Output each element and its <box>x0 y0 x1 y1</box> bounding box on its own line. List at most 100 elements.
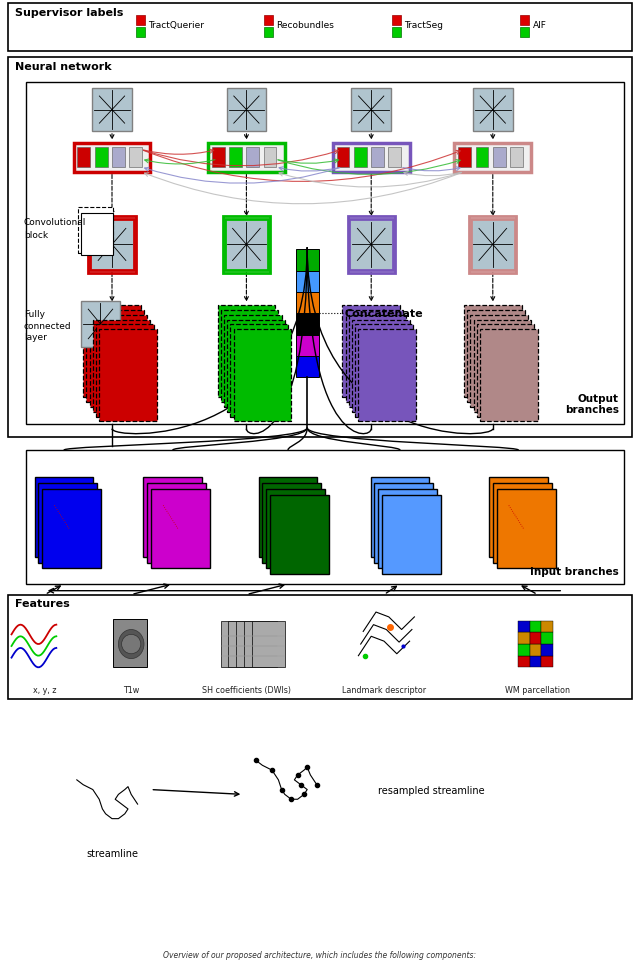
Bar <box>530 633 541 644</box>
Bar <box>510 148 523 169</box>
Bar <box>270 495 329 575</box>
Bar <box>296 271 319 293</box>
Bar <box>349 220 393 270</box>
Text: Convolutional: Convolutional <box>24 218 86 227</box>
Bar <box>136 16 145 26</box>
Bar <box>346 311 403 403</box>
Bar <box>497 489 556 569</box>
Bar <box>337 148 349 169</box>
Bar <box>26 451 624 584</box>
Text: streamline: streamline <box>86 848 138 858</box>
Ellipse shape <box>118 630 144 659</box>
Bar <box>374 484 433 563</box>
Bar <box>113 619 147 668</box>
Text: Features: Features <box>15 599 70 609</box>
Bar <box>348 217 395 273</box>
Bar <box>8 58 632 438</box>
Bar <box>378 489 437 569</box>
Bar <box>229 148 242 169</box>
Bar <box>147 484 206 563</box>
Bar <box>8 595 632 700</box>
Text: TractSeg: TractSeg <box>404 20 444 30</box>
Bar <box>388 148 401 169</box>
Bar <box>221 621 254 668</box>
Text: WM parcellation: WM parcellation <box>505 686 570 695</box>
Bar <box>262 484 321 563</box>
Bar <box>81 214 113 256</box>
Text: connected: connected <box>24 322 71 330</box>
Bar <box>259 478 317 557</box>
Bar <box>136 28 145 38</box>
Bar <box>228 621 262 668</box>
Text: Overview of our proposed architecture, which includes the following components:: Overview of our proposed architecture, w… <box>163 951 477 959</box>
Bar <box>520 16 529 26</box>
Bar <box>252 621 285 668</box>
Bar <box>264 148 276 169</box>
Text: Concatenate: Concatenate <box>344 309 423 319</box>
Bar <box>78 207 113 254</box>
Text: Recobundles: Recobundles <box>276 20 334 30</box>
Text: block: block <box>24 231 48 239</box>
Bar <box>296 293 319 314</box>
Bar <box>77 148 90 169</box>
Bar <box>90 220 134 270</box>
Text: T1w: T1w <box>123 686 140 695</box>
Bar <box>467 311 525 403</box>
Bar <box>81 301 120 348</box>
Bar <box>530 656 541 668</box>
Bar <box>223 217 270 273</box>
Text: Fully: Fully <box>24 310 45 319</box>
Bar <box>518 621 530 633</box>
Bar <box>371 478 429 557</box>
Bar <box>382 495 441 575</box>
Bar <box>342 306 400 398</box>
Bar <box>151 489 210 569</box>
Bar <box>518 644 530 656</box>
Bar <box>264 28 273 38</box>
Bar <box>352 320 410 413</box>
Bar <box>93 320 150 413</box>
Bar <box>541 656 553 668</box>
Bar <box>530 644 541 656</box>
Bar <box>541 644 553 656</box>
Bar <box>95 148 108 169</box>
Bar <box>99 329 157 422</box>
Bar <box>129 148 142 169</box>
Bar <box>236 621 269 668</box>
Bar <box>234 329 291 422</box>
Bar <box>473 89 513 132</box>
Bar <box>474 320 531 413</box>
Bar <box>83 306 141 398</box>
Text: resampled streamline: resampled streamline <box>378 785 484 795</box>
Bar <box>392 28 401 38</box>
Bar <box>264 16 273 26</box>
Bar <box>392 16 401 26</box>
Text: x, y, z: x, y, z <box>33 686 56 695</box>
Text: AIF: AIF <box>532 20 547 30</box>
Bar <box>296 250 319 271</box>
Bar <box>224 316 282 408</box>
Bar <box>86 311 144 403</box>
Bar <box>458 148 471 169</box>
Bar <box>541 633 553 644</box>
Bar <box>88 217 136 273</box>
Bar <box>358 329 416 422</box>
Bar <box>296 357 319 378</box>
Ellipse shape <box>122 635 141 654</box>
Bar <box>227 89 266 132</box>
Bar <box>469 217 516 273</box>
Bar <box>92 89 132 132</box>
Text: Supervisor labels: Supervisor labels <box>15 8 124 17</box>
Bar <box>74 143 150 172</box>
Bar <box>296 314 319 335</box>
Bar <box>38 484 97 563</box>
Text: SH coefficients (DWIs): SH coefficients (DWIs) <box>202 686 291 695</box>
Text: layer: layer <box>24 333 47 342</box>
Bar <box>333 143 410 172</box>
Bar <box>476 148 488 169</box>
Text: TractQuerier: TractQuerier <box>148 20 205 30</box>
Bar <box>351 89 391 132</box>
Bar <box>355 326 413 417</box>
Bar <box>143 478 202 557</box>
Bar <box>208 143 285 172</box>
